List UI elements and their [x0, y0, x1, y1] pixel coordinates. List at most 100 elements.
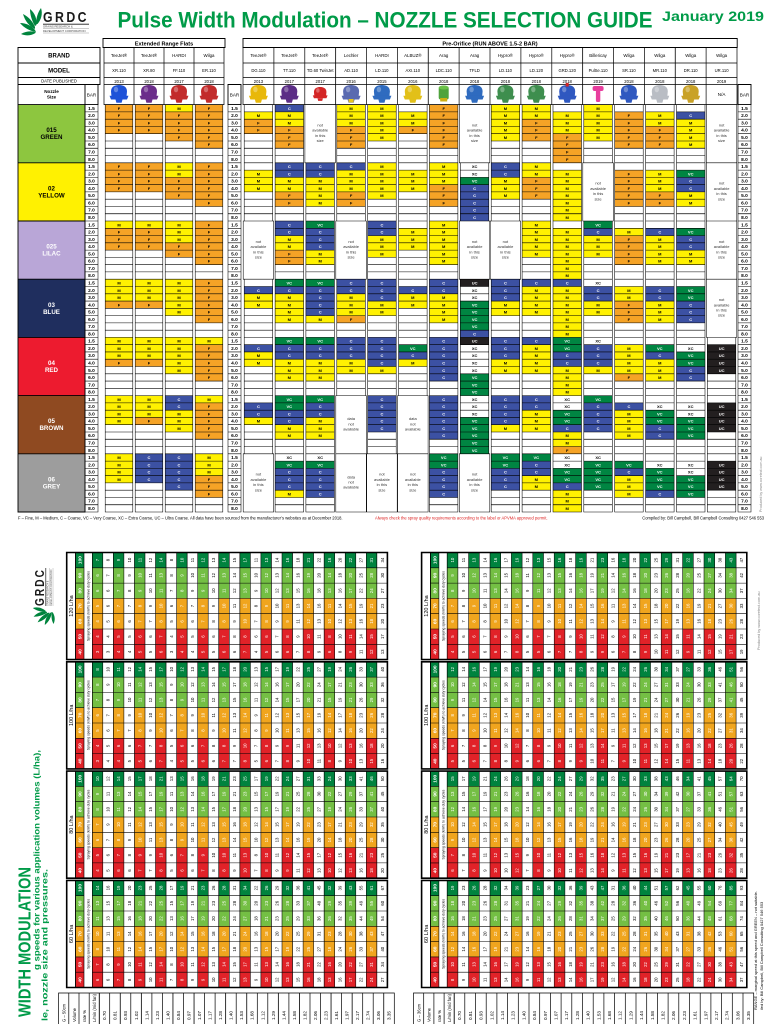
svg-text:23: 23 [348, 822, 353, 827]
svg-text:14: 14 [338, 728, 343, 733]
svg-text:26: 26 [589, 666, 594, 671]
svg-text:2.0: 2.0 [231, 171, 238, 177]
svg-text:13: 13 [158, 697, 163, 702]
svg-text:14: 14 [461, 806, 466, 811]
svg-text:DEVELOPMENT CORPORATION: DEVELOPMENT CORPORATION [43, 29, 85, 33]
svg-text:2017: 2017 [316, 79, 326, 84]
svg-text:7: 7 [201, 744, 206, 747]
svg-text:12: 12 [327, 852, 332, 857]
svg-text:M: M [288, 361, 292, 366]
svg-text:29: 29 [295, 916, 300, 921]
svg-text:3.0: 3.0 [741, 411, 748, 417]
svg-text:available: available [343, 427, 360, 432]
svg-text:04: 04 [48, 360, 55, 367]
svg-text:12: 12 [579, 868, 584, 873]
svg-text:10: 10 [450, 557, 455, 562]
svg-text:10: 10 [306, 758, 311, 763]
svg-text:UC: UC [719, 477, 725, 482]
svg-text:7.0: 7.0 [741, 324, 748, 330]
svg-text:4.0: 4.0 [88, 477, 95, 483]
svg-text:C: C [288, 353, 291, 358]
svg-text:M: M [566, 368, 570, 373]
svg-text:60: 60 [433, 837, 439, 843]
svg-text:19: 19 [493, 946, 498, 951]
svg-text:29: 29 [664, 557, 669, 562]
svg-text:53: 53 [718, 931, 723, 936]
svg-text:VC: VC [688, 171, 694, 176]
svg-text:11: 11 [621, 743, 626, 748]
svg-text:5: 5 [450, 759, 455, 762]
svg-text:7: 7 [253, 869, 258, 872]
svg-text:21: 21 [482, 776, 487, 781]
svg-text:C: C [148, 477, 151, 482]
svg-text:M: M [380, 302, 384, 307]
svg-text:1.5: 1.5 [741, 339, 748, 345]
svg-text:8: 8 [211, 869, 216, 872]
svg-text:M: M [207, 462, 211, 467]
svg-text:9: 9 [106, 683, 111, 686]
svg-text:M: M [596, 113, 600, 118]
svg-text:28: 28 [493, 900, 498, 905]
svg-text:VC: VC [472, 179, 478, 184]
svg-text:19: 19 [472, 776, 477, 781]
svg-text:12: 12 [180, 946, 185, 951]
svg-text:16: 16 [295, 837, 300, 842]
svg-text:10: 10 [547, 603, 552, 608]
svg-text:13: 13 [274, 837, 279, 842]
svg-text:M: M [319, 375, 323, 380]
svg-text:C: C [288, 164, 291, 169]
svg-text:10: 10 [106, 806, 111, 811]
svg-text:F: F [208, 193, 211, 198]
svg-text:21: 21 [264, 916, 269, 921]
svg-text:50: 50 [433, 634, 439, 640]
svg-text:8: 8 [557, 635, 562, 638]
svg-text:C: C [473, 201, 476, 206]
svg-text:1.5: 1.5 [231, 106, 238, 112]
svg-text:C: C [178, 470, 181, 475]
svg-text:19: 19 [264, 776, 269, 781]
svg-text:7: 7 [568, 650, 573, 653]
svg-text:6: 6 [95, 574, 100, 577]
svg-text:14: 14 [243, 712, 248, 717]
svg-text:1.14: 1.14 [500, 1011, 505, 1020]
svg-text:16: 16 [472, 946, 477, 951]
svg-text:14: 14 [611, 572, 616, 577]
svg-text:12: 12 [264, 837, 269, 842]
svg-text:12: 12 [306, 868, 311, 873]
svg-text:7: 7 [180, 604, 185, 607]
svg-text:18: 18 [232, 666, 237, 671]
svg-text:6: 6 [148, 759, 153, 762]
svg-text:C: C [288, 477, 291, 482]
svg-text:3.0: 3.0 [741, 353, 748, 359]
svg-text:6: 6 [450, 620, 455, 623]
svg-text:VC: VC [688, 477, 694, 482]
svg-text:11: 11 [137, 557, 142, 562]
svg-text:available: available [714, 186, 731, 191]
svg-text:23: 23 [718, 868, 723, 873]
svg-text:19: 19 [274, 791, 279, 796]
svg-text:15: 15 [264, 946, 269, 951]
svg-text:80: 80 [78, 697, 84, 703]
svg-text:15: 15 [295, 588, 300, 593]
svg-text:M: M [319, 426, 323, 431]
svg-text:1.68: 1.68 [607, 1011, 612, 1020]
svg-text:13: 13 [211, 822, 216, 827]
svg-text:16: 16 [514, 977, 519, 982]
svg-text:M: M [566, 128, 570, 133]
svg-text:37: 37 [600, 916, 605, 921]
svg-text:data: data [347, 416, 356, 421]
svg-text:in this: in this [469, 482, 479, 487]
svg-text:M: M [257, 419, 261, 424]
svg-text:28: 28 [675, 837, 680, 842]
svg-text:14: 14 [285, 572, 290, 577]
svg-text:23: 23 [482, 916, 487, 921]
svg-text:F: F [257, 120, 260, 125]
svg-text:7: 7 [95, 823, 100, 826]
svg-text:60: 60 [78, 618, 84, 624]
svg-text:C: C [257, 404, 260, 409]
svg-text:XC: XC [472, 171, 478, 176]
svg-text:10: 10 [338, 634, 343, 639]
svg-text:21: 21 [472, 916, 477, 921]
svg-text:M: M [117, 470, 121, 475]
svg-text:1.23: 1.23 [511, 1011, 516, 1020]
